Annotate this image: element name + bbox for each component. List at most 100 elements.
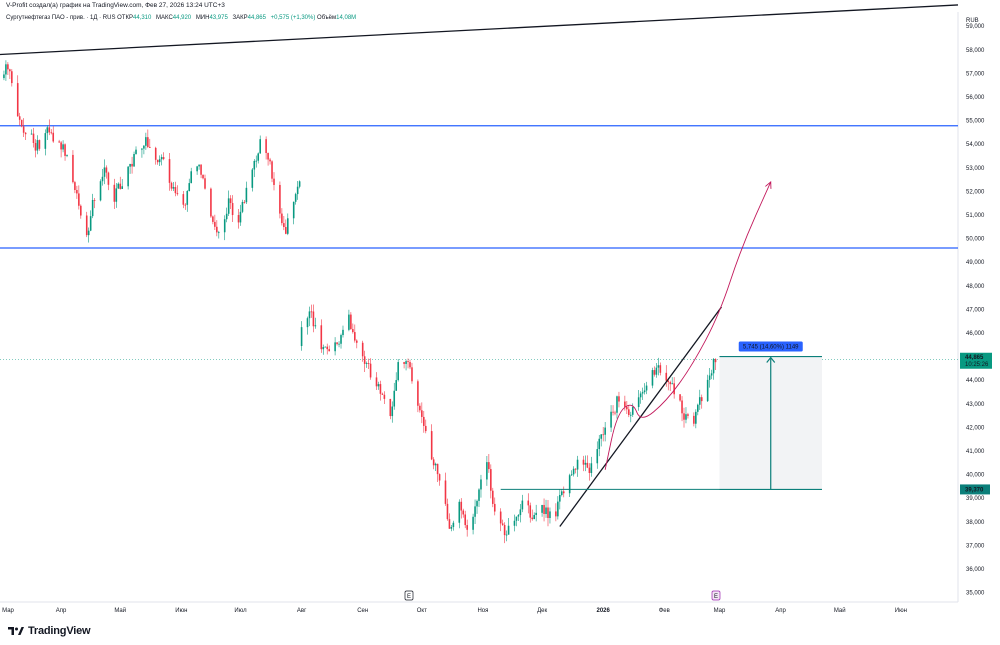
candle-body <box>466 525 468 530</box>
candle-body <box>115 188 118 202</box>
candle-body <box>285 227 287 234</box>
candle <box>212 215 214 225</box>
candle-body <box>708 375 711 380</box>
candle-body <box>596 449 599 464</box>
earnings-event-marker: E <box>711 590 721 601</box>
candle <box>618 391 620 408</box>
candle-body <box>223 219 226 233</box>
candle <box>395 372 398 391</box>
candle <box>22 118 25 137</box>
candle-body <box>419 405 421 411</box>
candle <box>198 164 200 170</box>
candle <box>714 358 717 371</box>
candle <box>119 176 122 190</box>
candle <box>115 183 118 208</box>
candle-body <box>628 409 630 415</box>
candle <box>616 395 618 419</box>
candle-body <box>87 230 90 236</box>
candle <box>527 493 530 514</box>
candle-body <box>712 359 715 374</box>
candle <box>535 504 537 522</box>
candle <box>490 464 492 499</box>
candle-body <box>350 314 352 330</box>
candle-body <box>212 216 214 222</box>
candle <box>279 181 281 219</box>
candle-body <box>342 329 344 336</box>
event-marker-letter: E <box>407 594 411 600</box>
x-tick-label: Дек <box>537 608 547 614</box>
candle <box>44 129 47 156</box>
candle <box>253 159 256 178</box>
candle-body <box>491 490 494 504</box>
candle <box>424 419 427 434</box>
candle <box>653 366 656 377</box>
candle-body <box>543 504 545 515</box>
candle-body <box>273 178 275 185</box>
candle-body <box>411 367 413 382</box>
candle <box>76 185 78 199</box>
candle-body <box>18 116 21 120</box>
candle-body <box>391 406 394 417</box>
candle-body <box>326 346 329 350</box>
candle <box>328 345 330 352</box>
y-tick-label: 38,000 <box>966 520 985 526</box>
candle <box>154 146 157 165</box>
candle-body <box>46 127 49 134</box>
time-axis[interactable]: Мар Апр Май Июн Июл Авг Сен Окт Ноя Дек 2026 Фев Мар… <box>2 590 907 614</box>
candle <box>472 513 474 535</box>
candle-body <box>519 509 522 516</box>
candle-body <box>80 205 82 216</box>
candle <box>612 405 614 416</box>
candle <box>93 197 96 209</box>
candle <box>651 367 654 389</box>
candle-body <box>78 193 80 206</box>
candle-body <box>48 127 51 133</box>
candle <box>172 181 175 192</box>
candle <box>334 337 336 356</box>
candle <box>271 160 273 183</box>
candle <box>200 164 202 179</box>
candle-body <box>251 169 254 188</box>
candle-body <box>695 411 697 424</box>
candle-body <box>448 519 451 529</box>
event-marker-letter: E <box>714 594 718 600</box>
candle-body <box>24 132 27 135</box>
candle <box>127 165 129 190</box>
candle <box>486 456 488 486</box>
candle-body <box>486 462 488 480</box>
candle <box>265 136 267 160</box>
candle-body <box>586 462 589 468</box>
candle <box>529 502 532 523</box>
candle-body <box>501 523 504 525</box>
candle <box>107 171 110 191</box>
close-value: 44,865 <box>247 15 266 21</box>
candle-body <box>653 370 656 375</box>
candle <box>38 139 41 151</box>
candle-body <box>417 381 419 406</box>
candle <box>626 401 628 415</box>
candle-body <box>298 181 301 187</box>
candle <box>421 402 423 424</box>
candle <box>196 165 198 175</box>
change-value: +0,575 (+1,30%) <box>270 15 316 21</box>
candle-body <box>210 188 212 217</box>
candle <box>182 190 185 209</box>
candle <box>657 357 660 376</box>
candle-body <box>673 383 675 395</box>
candle-body <box>253 160 256 170</box>
candle <box>72 150 74 184</box>
candle <box>582 455 585 472</box>
candle <box>432 457 435 470</box>
candle <box>216 220 218 237</box>
candle <box>681 396 683 422</box>
candle <box>245 181 248 205</box>
symbol-name: Сургутнефтегаз ПАО - прив. · 1Д · RUS <box>6 15 116 21</box>
currency-label: RUB <box>966 18 979 24</box>
candle-body <box>555 511 557 517</box>
candle-body <box>590 463 593 473</box>
candle-body <box>320 325 323 350</box>
candle <box>645 381 648 395</box>
